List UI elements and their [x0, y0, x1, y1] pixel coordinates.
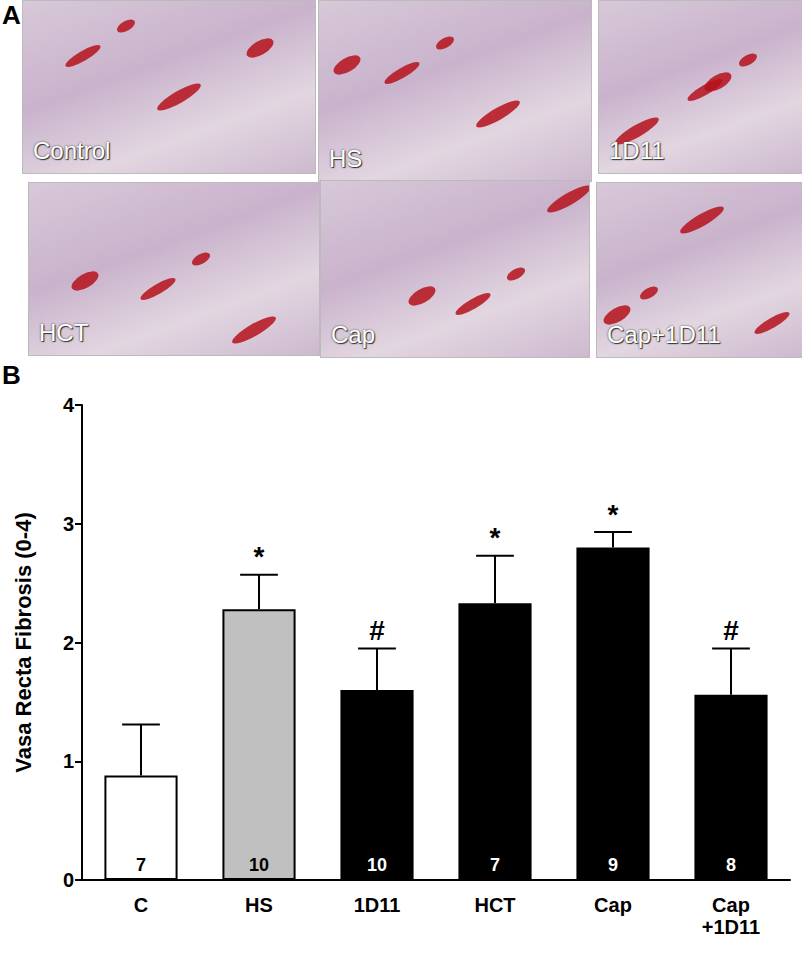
svg-text:Vasa Recta Fibrosis (0-4): Vasa Recta Fibrosis (0-4): [11, 512, 36, 772]
svg-text:10: 10: [249, 855, 269, 875]
html-text:Cap+1D11: Cap+1D11: [607, 321, 721, 348]
svg-text:Cap: Cap: [594, 894, 632, 916]
svg-text:HCT: HCT: [474, 894, 515, 916]
svg-text:1D11: 1D11: [354, 894, 401, 916]
svg-text:*: *: [254, 541, 265, 572]
html-text:A: A: [2, 0, 21, 30]
svg-text:*: *: [490, 522, 501, 553]
svg-text:Cap: Cap: [712, 894, 750, 916]
svg-text:3: 3: [63, 513, 74, 535]
html-text:Control: Control: [33, 137, 111, 164]
svg-text:9: 9: [608, 855, 618, 875]
html-text:HCT: HCT: [39, 319, 89, 346]
svg-text:7: 7: [136, 855, 146, 875]
svg-text:8: 8: [726, 855, 736, 875]
svg-text:4: 4: [63, 394, 75, 416]
svg-text:*: *: [608, 499, 619, 530]
html-text:1D11: 1D11: [609, 137, 665, 164]
svg-text:0: 0: [63, 869, 74, 891]
html-text:Cap: Cap: [331, 321, 375, 348]
svg-text:C: C: [134, 894, 148, 916]
svg-text:1: 1: [63, 750, 74, 772]
html-text:HS: HS: [329, 145, 363, 172]
svg-text:2: 2: [63, 632, 74, 654]
svg-text:B: B: [2, 360, 21, 390]
svg-text:#: #: [723, 615, 739, 646]
svg-text:HS: HS: [245, 894, 273, 916]
svg-text:+1D11: +1D11: [702, 916, 760, 938]
svg-text:10: 10: [367, 855, 387, 875]
svg-text:#: #: [369, 615, 385, 646]
svg-text:7: 7: [490, 855, 500, 875]
